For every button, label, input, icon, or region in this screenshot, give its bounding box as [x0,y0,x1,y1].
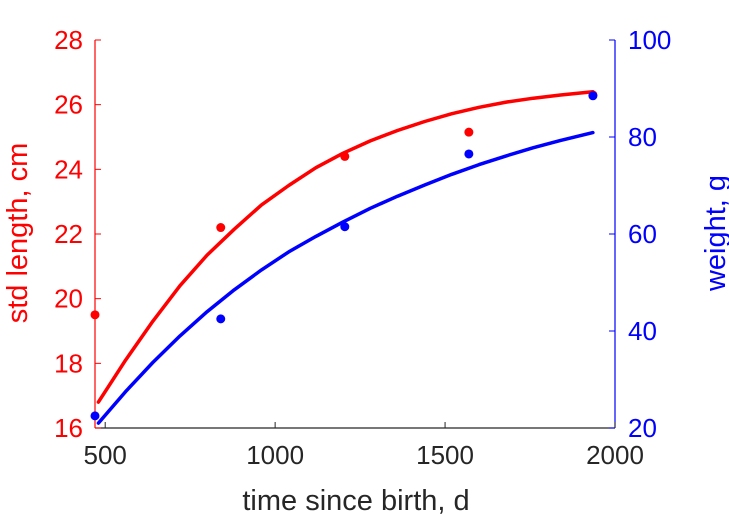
right-y-tick-label: 40 [628,316,657,346]
weight-data-point [464,149,474,159]
right-y-axis-ticks: 20 40 60 80 100 [609,25,671,443]
left-y-tick-label: 20 [54,284,83,314]
right-y-tick-label: 60 [628,219,657,249]
weight-data-point [90,411,100,421]
length-data-point [340,151,350,161]
right-y-tick-label: 80 [628,122,657,152]
length-fit-line [96,89,595,404]
left-y-axis-label: std length, cm [2,143,34,324]
left-y-tick-label: 28 [54,25,83,55]
left-y-tick-label: 24 [54,154,83,184]
x-tick-label: 1500 [416,440,474,470]
length-data-point [216,223,226,233]
left-y-tick-label: 22 [54,219,83,249]
left-y-axis-ticks: 16 18 20 22 24 26 28 [54,25,101,443]
x-axis-label: time since birth, d [242,485,469,517]
x-axis-ticks: 500 1000 1500 2000 [84,422,644,470]
left-y-tick-label: 26 [54,90,83,120]
x-tick-label: 500 [84,440,127,470]
right-y-tick-label: 100 [628,25,671,55]
series [90,89,598,425]
right-y-tick-label: 20 [628,413,657,443]
x-tick-label: 1000 [246,440,304,470]
left-y-tick-label: 18 [54,348,83,378]
x-tick-label: 2000 [586,440,644,470]
left-y-tick-label: 16 [54,413,83,443]
length-data-point [464,127,474,137]
weight-fit-line [96,130,595,425]
weight-data-point [588,91,598,101]
weight-data-point [216,314,226,324]
right-y-axis-label: weight, g [700,175,729,292]
weight-data-point [340,222,350,232]
length-data-point [90,310,100,320]
